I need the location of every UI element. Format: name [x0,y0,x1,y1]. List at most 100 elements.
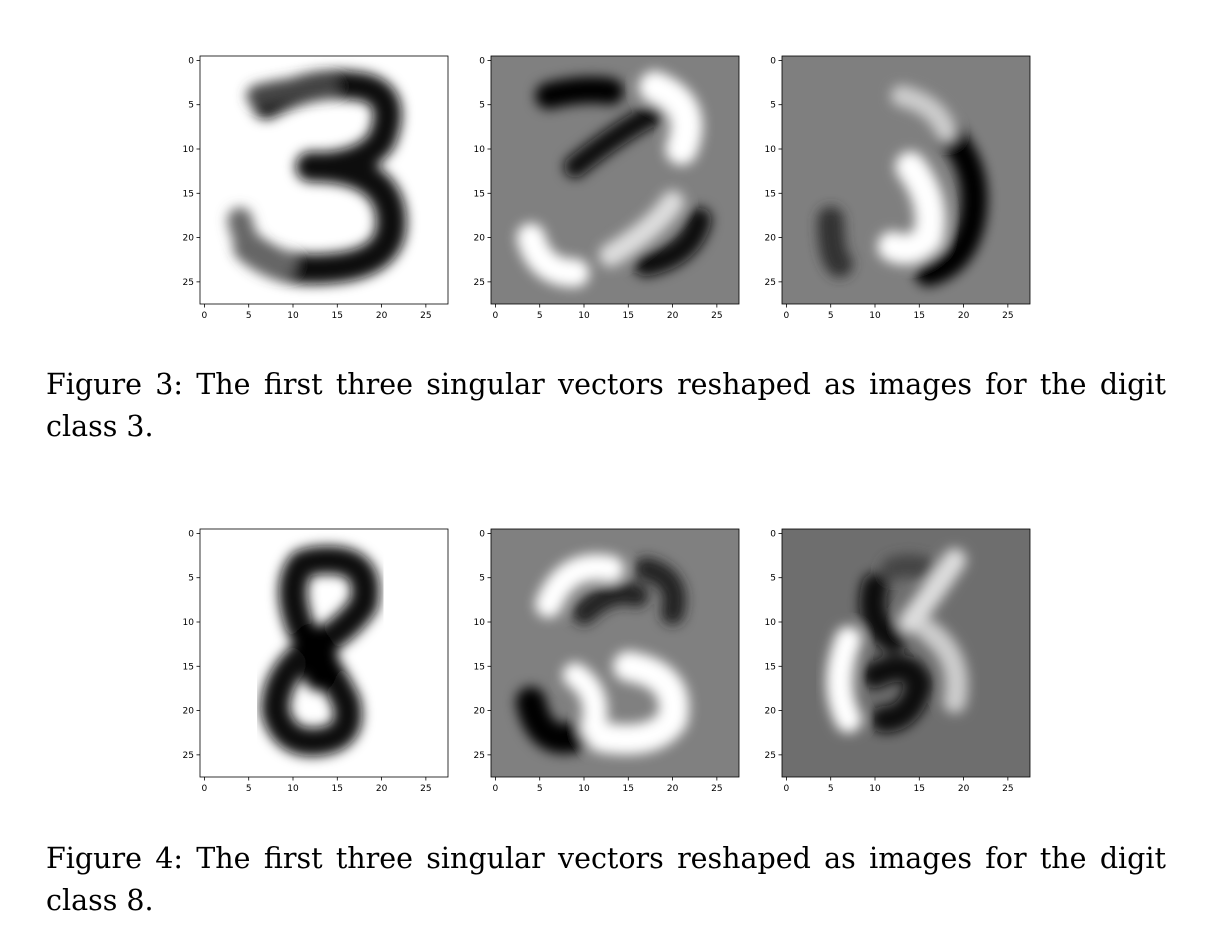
x-tick-label: 15 [332,784,343,794]
stroke [227,207,297,277]
y-tick-label: 10 [183,618,195,628]
figure-3-images: 0 5 10 15 20 25 0 5 10 15 20 25 0 5 10 15 20 25 0 5 10 15 20 2… [0,48,1232,321]
figure-3-caption: Figure 3: The first three singular vecto… [46,364,1166,448]
y-tick-label: 15 [183,662,194,672]
figure-3-plot-2: 0 5 10 15 20 25 0 5 10 15 20 25 [474,55,740,321]
figure-3-panel-2: 0 5 10 15 20 25 0 5 10 15 20 25 [463,48,740,321]
y-tick-label: 25 [765,278,776,288]
image-strokes [516,71,712,288]
y-tick-label: 25 [183,278,194,288]
x-tick-label: 5 [828,784,834,794]
x-tick-label: 25 [420,784,431,794]
stroke [817,206,853,278]
y-tick-label: 25 [474,751,485,761]
x-tick-label: 10 [287,311,299,321]
x-tick-label: 5 [246,311,252,321]
x-tick-label: 20 [667,784,679,794]
x-tick-label: 20 [958,311,970,321]
stroke [515,686,591,754]
y-tick-label: 10 [474,145,486,155]
x-tick-label: 5 [537,311,543,321]
y-tick-label: 5 [479,574,485,584]
y-tick-label: 5 [188,574,194,584]
x-tick-label: 20 [958,784,970,794]
x-tick-label: 5 [246,784,252,794]
figure-3-panel-3: 0 5 10 15 20 25 0 5 10 15 20 25 [754,48,1031,321]
x-tick-label: 15 [914,784,925,794]
x-tick-label: 10 [869,311,881,321]
y-tick-label: 0 [479,56,485,66]
axes-frame [199,528,449,778]
y-tick-label: 15 [474,662,485,672]
image-strokes [826,548,968,733]
stroke [572,581,649,625]
x-tick-label: 0 [784,784,790,794]
x-tick-label: 25 [1002,311,1013,321]
figure-4-caption: Figure 4: The first three singular vecto… [46,838,1166,922]
stroke [859,573,907,654]
y-tick-label: 5 [188,101,194,111]
x-tick-label: 20 [667,311,679,321]
x-tick-label: 0 [493,311,499,321]
figure-4-panel-1: 0 5 10 15 20 25 0 5 10 15 20 25 [172,521,449,794]
axes-frame [781,528,1031,778]
stroke [535,554,624,618]
image-strokes [261,545,380,757]
y-tick-label: 10 [183,145,195,155]
image-strokes [817,85,988,287]
figure-4-plot-3: 0 5 10 15 20 25 0 5 10 15 20 25 [765,528,1031,794]
stroke [861,654,934,733]
axes-frame [781,55,1031,305]
y-tick-label: 15 [765,662,776,672]
figure-3-plot-3: 0 5 10 15 20 25 0 5 10 15 20 25 [765,55,1031,321]
stroke [638,71,703,165]
stroke [535,76,624,110]
y-tick-label: 0 [770,56,776,66]
y-tick-label: 0 [479,529,485,539]
figure-4-caption-line-2: class 8. [46,884,154,917]
figure-3-plot-1: 0 5 10 15 20 25 0 5 10 15 20 25 [183,55,449,321]
y-tick-label: 20 [765,234,777,244]
stroke [599,190,685,267]
y-tick-label: 25 [765,751,776,761]
y-tick-label: 5 [770,101,776,111]
axes-frame [199,55,449,305]
stroke [516,223,590,288]
y-tick-label: 15 [183,189,194,199]
axes-frame [490,55,740,305]
stroke [294,623,339,692]
figure-4-panel-3: 0 5 10 15 20 25 0 5 10 15 20 25 [754,521,1031,794]
x-tick-label: 15 [914,311,925,321]
y-tick-label: 5 [770,574,776,584]
stroke [633,207,712,277]
figure-4-images: 0 5 10 15 20 25 0 5 10 15 20 25 0 5 10 15 20 25 0 5 10 15 20 2… [0,521,1232,794]
figure-4-panel-2: 0 5 10 15 20 25 0 5 10 15 20 25 [463,521,740,794]
y-tick-label: 20 [183,707,195,717]
stroke [916,619,968,714]
figure-4-plot-1: 0 5 10 15 20 25 0 5 10 15 20 25 [183,528,449,794]
y-tick-label: 20 [765,707,777,717]
x-tick-label: 15 [623,311,634,321]
x-tick-label: 0 [493,784,499,794]
stroke [898,548,967,634]
x-tick-label: 0 [202,311,208,321]
x-tick-label: 10 [578,784,590,794]
stroke [562,662,608,741]
x-tick-label: 10 [287,784,299,794]
figure-4-plot-2: 0 5 10 15 20 25 0 5 10 15 20 25 [474,528,740,794]
y-tick-label: 20 [474,234,486,244]
y-tick-label: 5 [479,101,485,111]
stroke [564,102,666,178]
figure-3-panel-1: 0 5 10 15 20 25 0 5 10 15 20 25 [172,48,449,321]
y-tick-label: 10 [765,145,777,155]
x-tick-label: 15 [332,311,343,321]
stroke [914,118,988,287]
x-tick-label: 0 [784,311,790,321]
y-tick-label: 20 [474,707,486,717]
stroke [877,151,946,265]
image-strokes [227,70,407,285]
y-tick-label: 25 [474,278,485,288]
x-tick-label: 25 [420,311,431,321]
y-tick-label: 15 [765,189,776,199]
x-tick-label: 20 [376,784,388,794]
